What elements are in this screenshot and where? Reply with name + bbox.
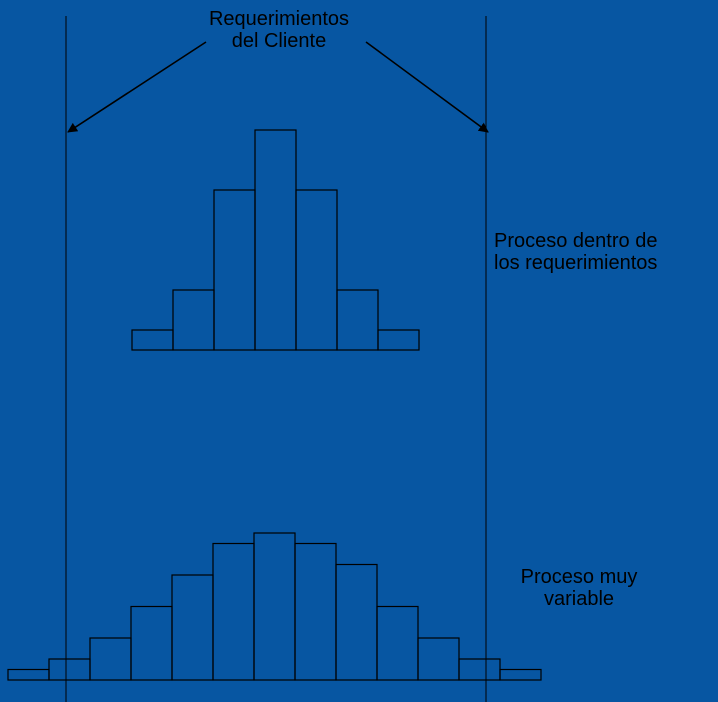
variable-process-histogram [7,532,542,681]
variable-process-label: Proceso muy variable [494,566,664,610]
variable-histogram-bar [48,658,91,681]
variable-histogram-bar [130,605,173,681]
capable-histogram-bar [213,189,256,351]
customer-requirements-line-1: Requerimientos [208,8,350,30]
capable-histogram-bar [336,289,379,351]
variable-histogram-bar [458,658,501,681]
capable-process-histogram [131,129,420,351]
capable-histogram-bar [172,289,215,351]
left-arrow [67,41,207,133]
variable-histogram-bar [499,668,542,681]
variable-process-line-2: variable [543,588,615,610]
variable-histogram-bar [376,605,419,681]
customer-requirements-line-2: del Cliente [231,30,327,52]
right-arrow [365,41,489,133]
capable-histogram-bar [295,189,338,351]
capable-histogram-bar [131,329,174,351]
variable-histogram-bar [212,542,255,681]
capable-process-label: Proceso dentro de los requerimientos [494,230,657,274]
variable-process-line-1: Proceso muy [520,566,638,588]
variable-histogram-bar [253,532,296,681]
capable-histogram-bar [377,329,420,351]
capable-process-line-1: Proceso dentro de [494,230,658,252]
customer-requirements-label: Requerimientos del Cliente [170,8,388,52]
variable-histogram-bar [89,637,132,681]
variable-histogram-bar [335,563,378,681]
capable-process-line-2: los requerimientos [494,252,658,274]
variable-histogram-bar [171,574,214,681]
variable-histogram-bar [417,637,460,681]
capable-histogram-bar [254,129,297,351]
variable-histogram-bar [294,542,337,681]
variable-histogram-bar [7,668,50,681]
